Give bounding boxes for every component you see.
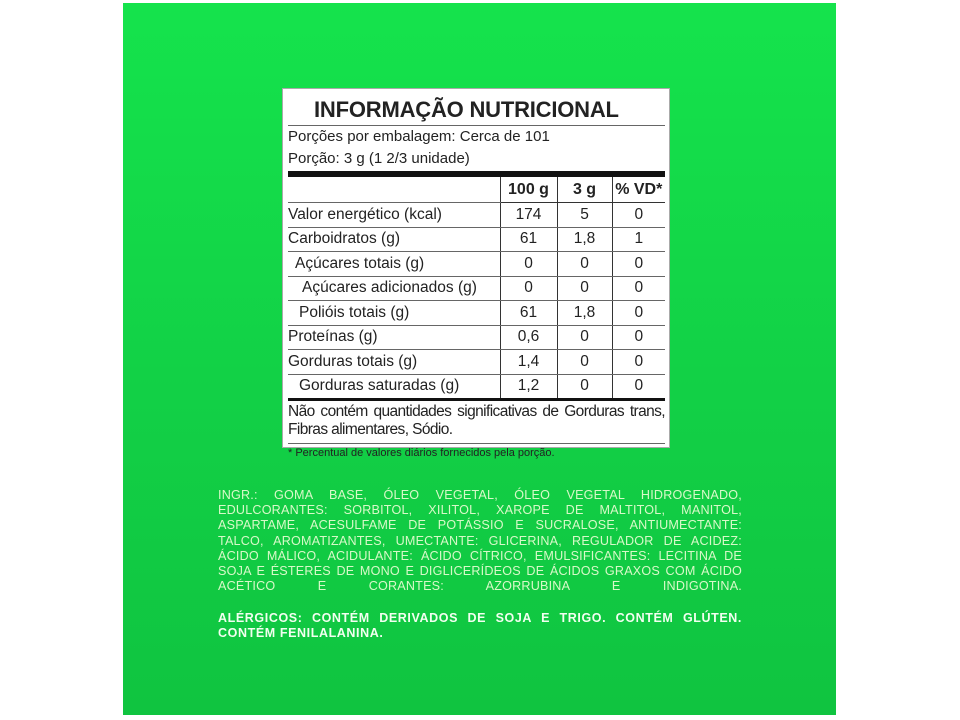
- value-100g: 0: [499, 276, 557, 301]
- note: Não contém quantidades significativas de…: [288, 401, 666, 444]
- value-100g: 0: [499, 251, 557, 277]
- value-portion: 0: [556, 374, 612, 401]
- nutrient-name: Polióis totais (g): [288, 300, 500, 326]
- value-portion: 1,8: [556, 300, 612, 326]
- value-vd: 0: [611, 374, 665, 401]
- value-100g: 1,4: [499, 349, 557, 375]
- nutrient-name: Gorduras saturadas (g): [288, 374, 500, 401]
- value-portion: 1,8: [556, 227, 612, 252]
- table-row: Proteínas (g) 0,6 0 0: [288, 325, 665, 350]
- nutrient-name: Gorduras totais (g): [288, 349, 500, 375]
- value-vd: 0: [611, 300, 665, 326]
- table-row: Gorduras totais (g) 1,4 0 0: [288, 349, 665, 375]
- value-portion: 0: [556, 325, 612, 350]
- nutrient-name: Valor energético (kcal): [288, 202, 500, 228]
- value-portion: 0: [556, 251, 612, 277]
- value-vd: 0: [611, 349, 665, 375]
- value-vd: 0: [611, 276, 665, 301]
- value-vd: 0: [611, 325, 665, 350]
- nutrition-facts-label: INFORMAÇÃO NUTRICIONAL Porções por embal…: [282, 88, 670, 459]
- nutrition-table: 100 g 3 g % VD* Valor energético (kcal) 1…: [288, 177, 665, 401]
- header-100g: 100 g: [499, 177, 557, 203]
- table-row: Gorduras saturadas (g) 1,2 0 0: [288, 374, 665, 401]
- value-100g: 1,2: [499, 374, 557, 401]
- table-row: Açúcares adicionados (g) 0 0 0: [288, 276, 665, 301]
- nutrient-name: Açúcares adicionados (g): [288, 276, 500, 301]
- value-100g: 0,6: [499, 325, 557, 350]
- table-header: 100 g 3 g % VD*: [288, 177, 665, 203]
- value-portion: 0: [556, 349, 612, 375]
- nutrient-name: Carboidratos (g): [288, 227, 500, 252]
- table-row: Polióis totais (g) 61 1,8 0: [288, 300, 665, 326]
- footnote: * Percentual de valores diários fornecid…: [288, 447, 555, 459]
- value-portion: 5: [556, 202, 612, 228]
- servings-per-package: Porções por embalagem: Cerca de 101: [288, 128, 550, 145]
- header-vd: % VD*: [611, 177, 665, 203]
- header-blank: [288, 177, 500, 203]
- nutrient-name: Proteínas (g): [288, 325, 500, 350]
- ingredients-text: INGR.: GOMA BASE, ÓLEO VEGETAL, ÓLEO VEG…: [218, 488, 742, 594]
- value-100g: 174: [499, 202, 557, 228]
- header-portion: 3 g: [556, 177, 612, 203]
- value-vd: 0: [611, 251, 665, 277]
- table-row: Carboidratos (g) 61 1,8 1: [288, 227, 665, 252]
- value-portion: 0: [556, 276, 612, 301]
- value-100g: 61: [499, 300, 557, 326]
- nutrition-title: INFORMAÇÃO NUTRICIONAL: [288, 92, 665, 126]
- serving-size: Porção: 3 g (1 2/3 unidade): [288, 150, 470, 167]
- table-row: Açúcares totais (g) 0 0 0: [288, 251, 665, 277]
- allergens-text: ALÉRGICOS: CONTÉM DERIVADOS DE SOJA E TR…: [218, 611, 742, 640]
- nutrient-name: Açúcares totais (g): [288, 251, 500, 277]
- divider: [288, 171, 665, 177]
- value-vd: 0: [611, 202, 665, 228]
- value-vd: 1: [611, 227, 665, 252]
- table-row: Valor energético (kcal) 174 5 0: [288, 202, 665, 228]
- value-100g: 61: [499, 227, 557, 252]
